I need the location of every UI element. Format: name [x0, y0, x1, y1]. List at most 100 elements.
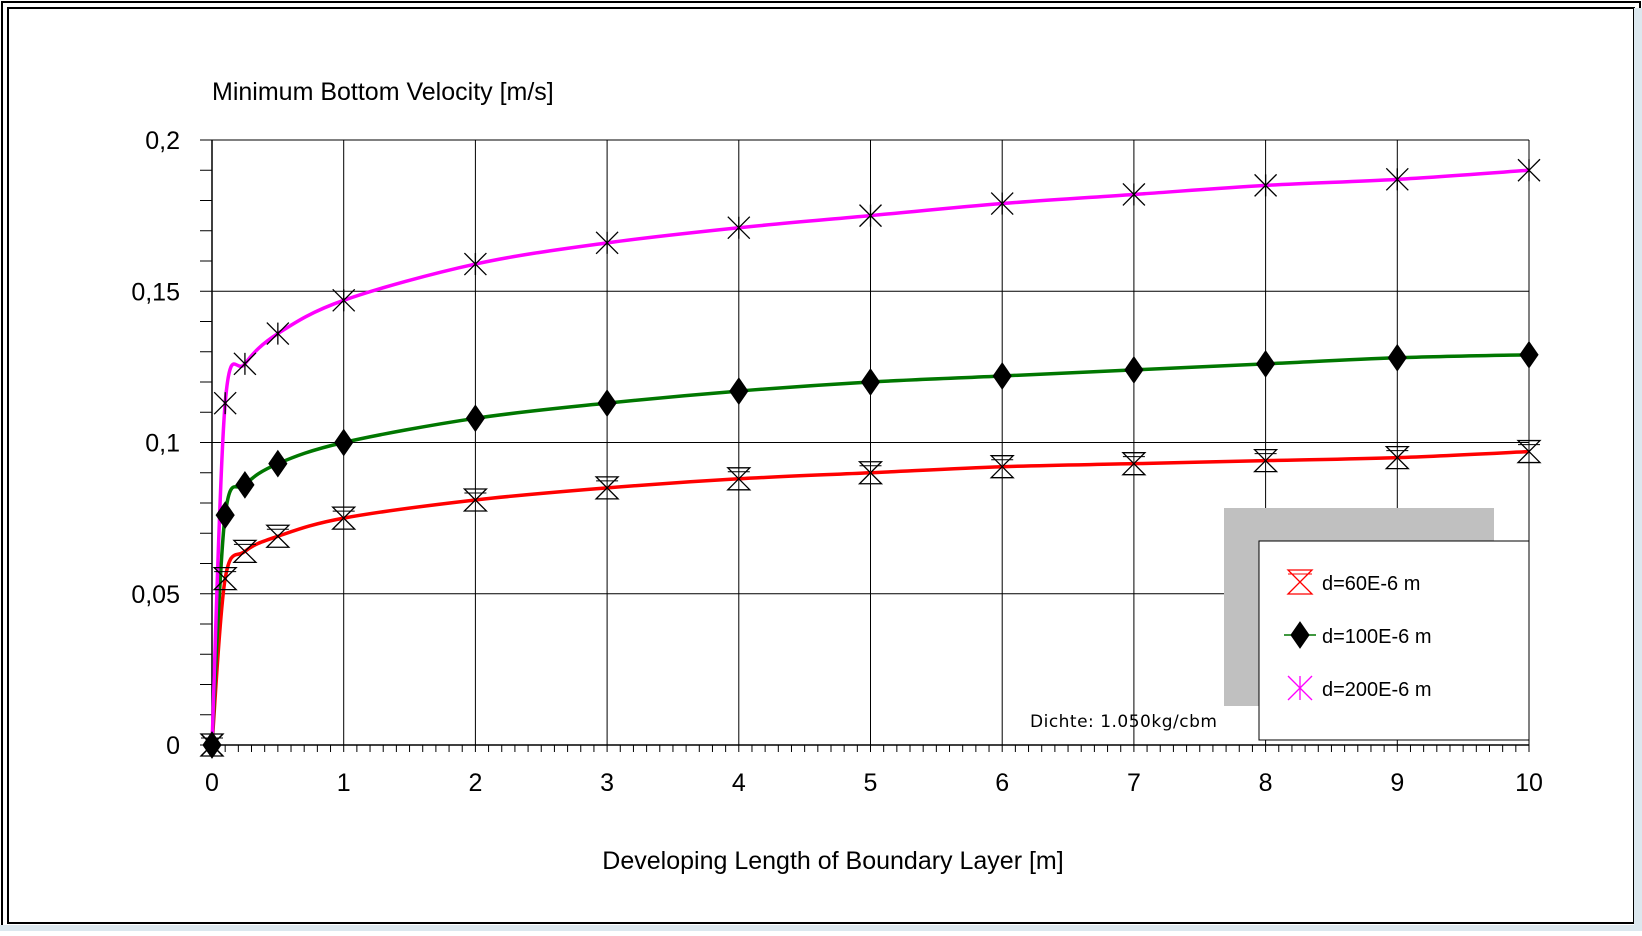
marker-diamond-shape [597, 389, 617, 418]
marker-cross [463, 252, 487, 276]
edge-tint [1634, 8, 1642, 931]
marker-hourglass [462, 488, 488, 512]
y-tick-label: 0,1 [145, 430, 180, 458]
marker-cross [266, 322, 290, 346]
marker-diamond [235, 470, 255, 499]
x-tick-label: 3 [600, 769, 614, 797]
marker-cross [1385, 167, 1409, 191]
x-tick-label: 9 [1390, 769, 1404, 797]
marker-hourglass-shape [331, 506, 357, 530]
legend: d=60E-6 m d=100E-6 m d=200E-6 m [1224, 508, 1530, 741]
x-tick-label: 1 [337, 769, 351, 797]
density-annotation: Dichte: 1.050kg/cbm [1030, 712, 1217, 732]
marker-hourglass [1253, 449, 1279, 473]
marker-hourglass-shape [989, 455, 1015, 479]
marker-cross [1254, 173, 1278, 197]
y-tick-label: 0,05 [131, 581, 180, 609]
marker-cross [990, 192, 1014, 215]
x-tick-label: 5 [864, 769, 878, 797]
x-tick-label: 7 [1127, 769, 1141, 797]
marker-hourglass [594, 476, 620, 500]
axes [200, 139, 1530, 752]
marker-hourglass [1121, 452, 1147, 476]
marker-diamond-shape [1387, 343, 1407, 372]
marker-diamond-shape [215, 501, 235, 529]
legend-label: d=60E-6 m [1322, 573, 1420, 595]
marker-hourglass-shape [726, 467, 752, 491]
x-tick-label: 10 [1515, 769, 1543, 797]
marker-diamond-shape [334, 428, 354, 457]
marker-cross [859, 204, 882, 228]
marker-hourglass [1384, 445, 1410, 470]
marker-hourglass-shape [1121, 452, 1147, 476]
marker-diamond [1290, 621, 1310, 649]
marker-cross [1287, 675, 1313, 701]
marker-hourglass [1516, 439, 1542, 464]
marker-diamond [1124, 356, 1144, 384]
marker-hourglass [232, 539, 258, 564]
marker-cross [200, 733, 224, 757]
marker-diamond-shape [1124, 356, 1144, 384]
y-tick-label: 0,2 [145, 127, 180, 155]
x-tick-label: 4 [732, 769, 746, 797]
marker-hourglass-shape [857, 461, 884, 485]
series-line [210, 168, 1530, 746]
legend-label: d=200E-6 m [1322, 679, 1432, 701]
legend-items: d=60E-6 m d=100E-6 m d=200E-6 m [1284, 569, 1432, 701]
marker-cross [213, 391, 237, 415]
x-tick-label: 2 [468, 769, 482, 797]
legend-item: d=200E-6 m [1287, 675, 1432, 701]
marker-hourglass [1286, 569, 1314, 595]
marker-hourglass-shape [594, 476, 620, 500]
marker-diamond [268, 449, 288, 478]
legend-label: d=100E-6 m [1322, 626, 1432, 648]
x-tick-label: 0 [205, 769, 219, 797]
marker-hourglass-shape [265, 524, 291, 548]
marker-diamond [860, 368, 881, 396]
x-tick-label: 8 [1259, 769, 1273, 797]
marker-hourglass [726, 467, 752, 491]
marker-hourglass-shape [1516, 439, 1542, 464]
marker-hourglass-shape [1384, 445, 1410, 470]
marker-diamond-shape [268, 449, 288, 478]
marker-hourglass [989, 455, 1015, 479]
marker-cross [1122, 182, 1146, 206]
marker-cross [332, 288, 356, 312]
marker-hourglass [857, 461, 884, 485]
marker-diamond [992, 362, 1012, 390]
marker-cross [595, 231, 619, 255]
marker-hourglass-shape [1286, 569, 1314, 595]
marker-diamond [729, 377, 749, 405]
marker-diamond-shape [235, 470, 255, 499]
marker-diamond-shape [729, 377, 749, 405]
legend-item: d=60E-6 m [1286, 569, 1420, 595]
marker-diamond-shape [860, 368, 881, 396]
marker-diamond-shape [1255, 349, 1276, 378]
marker-diamond [597, 389, 617, 418]
legend-item: d=100E-6 m [1284, 621, 1432, 649]
marker-diamond [1519, 340, 1539, 369]
marker-hourglass-shape [462, 488, 488, 512]
y-axis-title: Minimum Bottom Velocity [m/s] [212, 78, 554, 106]
marker-diamond [1387, 343, 1407, 372]
marker-hourglass [265, 524, 291, 548]
marker-cross [1517, 158, 1541, 182]
marker-diamond [215, 501, 235, 529]
marker-hourglass [331, 506, 357, 530]
marker-diamond-shape [1290, 621, 1310, 649]
markers [199, 158, 1542, 759]
marker-diamond [1255, 349, 1276, 378]
y-tick-label: 0 [166, 732, 180, 760]
marker-diamond [334, 428, 354, 457]
marker-diamond [465, 404, 486, 433]
edge-tint-bottom [0, 925, 1642, 931]
marker-cross [233, 352, 257, 376]
marker-cross [727, 216, 751, 240]
marker-diamond-shape [992, 362, 1012, 390]
marker-hourglass-shape [232, 539, 258, 564]
marker-diamond-shape [465, 404, 486, 433]
y-tick-label: 0,15 [131, 278, 180, 306]
marker-hourglass-shape [1253, 449, 1279, 473]
tick-labels: 0 1 2 3 4 5 6 7 8 9 10 0 0,05 0,1 0,15 0,2 [131, 127, 1543, 797]
